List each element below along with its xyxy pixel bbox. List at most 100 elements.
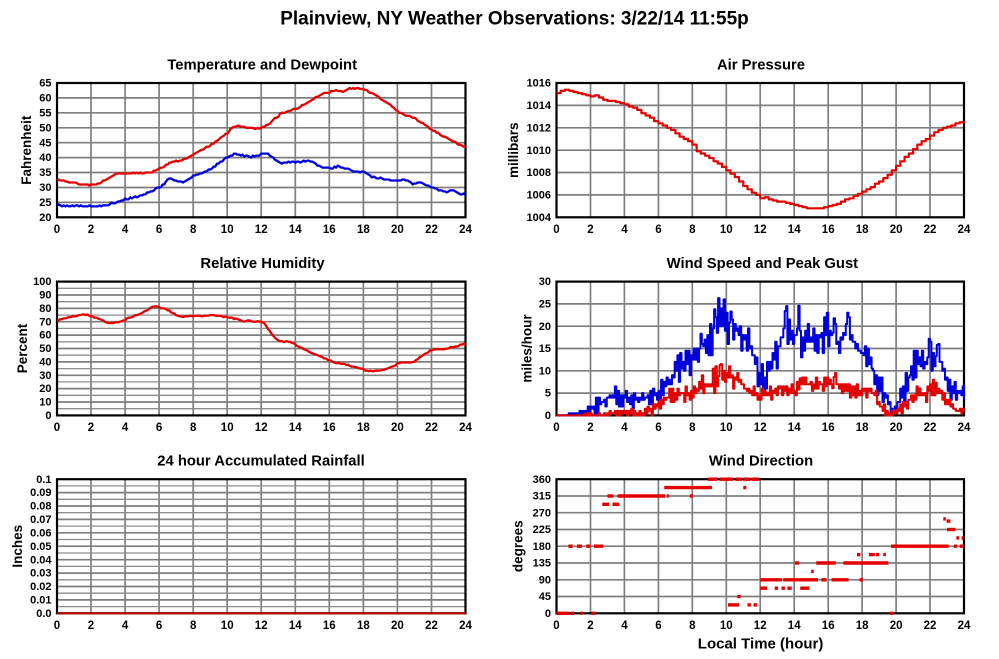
- svg-text:16: 16: [822, 224, 835, 236]
- svg-text:22: 22: [924, 422, 937, 434]
- svg-text:90: 90: [39, 290, 51, 302]
- svg-text:0: 0: [54, 224, 60, 236]
- svg-text:0: 0: [553, 422, 559, 434]
- svg-text:0.0: 0.0: [36, 608, 51, 620]
- svg-text:1012: 1012: [527, 122, 551, 134]
- svg-text:0: 0: [45, 410, 51, 422]
- svg-text:0.09: 0.09: [30, 487, 51, 499]
- svg-text:18: 18: [357, 422, 370, 434]
- svg-text:24: 24: [459, 620, 472, 632]
- svg-text:35: 35: [39, 167, 51, 179]
- svg-text:Percent: Percent: [15, 323, 30, 373]
- svg-text:8: 8: [190, 224, 197, 236]
- svg-text:15: 15: [539, 343, 551, 355]
- svg-text:135: 135: [533, 558, 551, 570]
- svg-text:Relative Humidity: Relative Humidity: [200, 256, 325, 272]
- svg-text:45: 45: [539, 591, 551, 603]
- svg-text:30: 30: [539, 276, 551, 288]
- svg-text:16: 16: [822, 620, 835, 632]
- svg-text:20: 20: [539, 321, 551, 333]
- svg-text:degrees: degrees: [511, 520, 526, 572]
- svg-text:24 hour Accumulated Rainfall: 24 hour Accumulated Rainfall: [157, 454, 364, 470]
- svg-text:80: 80: [39, 303, 51, 315]
- svg-text:270: 270: [533, 507, 551, 519]
- svg-text:20: 20: [391, 422, 404, 434]
- svg-text:20: 20: [890, 224, 903, 236]
- svg-text:14: 14: [788, 620, 801, 632]
- svg-text:6: 6: [156, 224, 162, 236]
- svg-text:10: 10: [720, 224, 733, 236]
- svg-text:90: 90: [539, 574, 551, 586]
- svg-text:180: 180: [533, 541, 551, 553]
- svg-text:10: 10: [720, 620, 733, 632]
- svg-text:24: 24: [958, 224, 971, 236]
- svg-text:24: 24: [958, 422, 971, 434]
- svg-text:12: 12: [754, 620, 767, 632]
- svg-text:20: 20: [391, 224, 404, 236]
- svg-text:65: 65: [39, 78, 51, 90]
- svg-text:40: 40: [39, 357, 51, 369]
- svg-text:Plainview, NY Weather Observat: Plainview, NY Weather Observations: 3/22…: [280, 9, 749, 30]
- svg-text:10: 10: [221, 620, 234, 632]
- svg-text:20: 20: [890, 422, 903, 434]
- svg-text:10: 10: [221, 224, 234, 236]
- svg-text:2: 2: [587, 224, 593, 236]
- svg-text:8: 8: [689, 620, 696, 632]
- svg-text:0: 0: [545, 608, 551, 620]
- svg-text:12: 12: [255, 224, 268, 236]
- svg-text:4: 4: [621, 620, 628, 632]
- svg-text:20: 20: [39, 212, 51, 224]
- svg-text:100: 100: [33, 276, 51, 288]
- svg-text:22: 22: [425, 422, 438, 434]
- svg-text:16: 16: [323, 620, 336, 632]
- svg-text:360: 360: [533, 474, 551, 486]
- svg-text:24: 24: [958, 620, 971, 632]
- svg-text:30: 30: [39, 182, 51, 194]
- svg-text:22: 22: [924, 620, 937, 632]
- svg-text:2: 2: [88, 620, 94, 632]
- svg-text:22: 22: [425, 224, 438, 236]
- svg-text:16: 16: [323, 224, 336, 236]
- svg-text:25: 25: [539, 299, 551, 311]
- svg-text:60: 60: [39, 93, 51, 105]
- svg-text:20: 20: [391, 620, 404, 632]
- svg-text:Local Time (hour): Local Time (hour): [698, 635, 824, 652]
- svg-text:25: 25: [39, 197, 51, 209]
- svg-text:14: 14: [788, 224, 801, 236]
- svg-text:70: 70: [39, 316, 51, 328]
- svg-text:14: 14: [289, 620, 302, 632]
- svg-text:24: 24: [459, 224, 472, 236]
- svg-text:18: 18: [856, 224, 869, 236]
- svg-text:4: 4: [122, 620, 129, 632]
- svg-text:14: 14: [788, 422, 801, 434]
- svg-text:2: 2: [587, 422, 593, 434]
- svg-text:0: 0: [54, 422, 60, 434]
- svg-text:12: 12: [255, 422, 268, 434]
- svg-text:0.01: 0.01: [30, 595, 51, 607]
- svg-text:1006: 1006: [527, 190, 551, 202]
- svg-text:1010: 1010: [527, 145, 551, 157]
- svg-text:55: 55: [39, 107, 51, 119]
- svg-text:Air Pressure: Air Pressure: [717, 57, 805, 73]
- svg-text:30: 30: [39, 370, 51, 382]
- svg-text:Temperature and Dewpoint: Temperature and Dewpoint: [167, 57, 357, 73]
- svg-text:22: 22: [924, 224, 937, 236]
- svg-text:20: 20: [890, 620, 903, 632]
- svg-text:0: 0: [545, 410, 551, 422]
- svg-text:315: 315: [533, 491, 551, 503]
- svg-text:16: 16: [822, 422, 835, 434]
- svg-text:10: 10: [720, 422, 733, 434]
- svg-text:0.03: 0.03: [30, 568, 51, 580]
- svg-text:0.1: 0.1: [36, 474, 51, 486]
- svg-text:50: 50: [39, 122, 51, 134]
- svg-text:1016: 1016: [527, 78, 551, 90]
- svg-text:1004: 1004: [527, 212, 552, 224]
- svg-text:0.08: 0.08: [30, 501, 51, 513]
- svg-text:Fahrenheit: Fahrenheit: [19, 115, 34, 185]
- svg-text:0.02: 0.02: [30, 581, 51, 593]
- svg-text:18: 18: [856, 422, 869, 434]
- svg-text:6: 6: [655, 422, 661, 434]
- svg-text:Wind Speed and Peak Gust: Wind Speed and Peak Gust: [667, 256, 859, 272]
- svg-text:12: 12: [754, 422, 767, 434]
- svg-text:0.06: 0.06: [30, 527, 51, 539]
